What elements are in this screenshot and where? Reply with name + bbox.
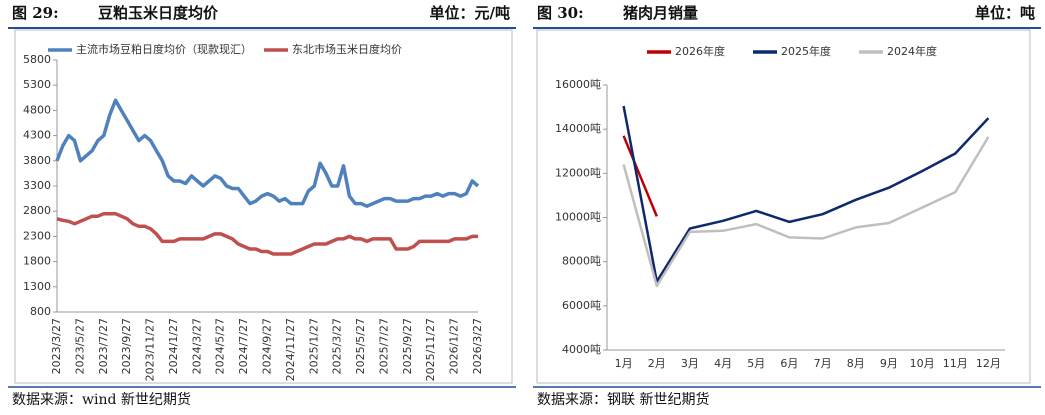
series-line: [622, 136, 990, 288]
source-note: 数据来源：wind 新世纪期货: [12, 391, 191, 408]
figure-label: 图 30:: [537, 4, 584, 22]
y-tick-label: 16000吨: [555, 78, 601, 91]
x-tick-label: 2025/11/27: [424, 318, 437, 381]
source-note: 数据来源：钢联 新世纪期货: [537, 391, 709, 408]
x-tick-label: 6月: [780, 357, 798, 370]
x-tick-label: 2024/11/27: [284, 318, 297, 381]
x-tick-label: 2023/5/27: [73, 318, 86, 374]
x-tick-label: 2024/3/27: [190, 318, 203, 374]
y-tick-label: 5300: [23, 78, 51, 91]
x-tick-label: 2025/9/27: [401, 318, 414, 374]
legend-label: 主流市场豆粕日度均价（现款现汇）: [76, 42, 252, 56]
y-tick-label: 6000吨: [562, 299, 601, 312]
y-tick-label: 1800: [23, 255, 51, 268]
x-tick-label: 10月: [910, 357, 935, 370]
y-tick-label: 800: [30, 305, 51, 318]
x-tick-label: 2023/11/27: [144, 318, 157, 381]
x-tick-label: 11月: [943, 357, 968, 370]
x-tick-label: 2024/5/27: [214, 318, 227, 374]
x-tick-label: 5月: [747, 357, 765, 370]
y-tick-label: 4800: [23, 103, 51, 116]
x-tick-label: 2024/9/27: [261, 318, 274, 374]
y-tick-label: 2800: [23, 204, 51, 217]
x-tick-label: 2024/7/27: [237, 318, 250, 374]
x-tick-label: 2025/1/27: [307, 318, 320, 374]
x-tick-label: 2024/1/27: [167, 318, 180, 374]
x-tick-label: 2025/5/27: [354, 318, 367, 374]
figure-title: 猪肉月销量: [622, 4, 698, 22]
x-tick-label: 1月: [615, 357, 633, 370]
x-tick-label: 2026/1/27: [448, 318, 461, 374]
plot-frame: [14, 29, 513, 384]
x-tick-label: 2023/3/27: [50, 318, 63, 374]
plot-frame: [536, 29, 1031, 384]
y-tick-label: 5800: [23, 53, 51, 66]
x-tick-label: 4月: [714, 357, 732, 370]
y-tick-label: 14000吨: [555, 122, 601, 135]
figure-label: 图 29:: [12, 4, 59, 22]
x-tick-label: 2025/3/27: [331, 318, 344, 374]
x-tick-label: 8月: [847, 357, 865, 370]
x-tick-label: 7月: [814, 357, 832, 370]
unit-label: 单位：元/吨: [430, 4, 510, 22]
legend-label: 2024年度: [887, 44, 937, 58]
x-tick-label: 2026/3/27: [471, 318, 484, 374]
series-line: [56, 211, 478, 256]
y-tick-label: 1300: [23, 280, 51, 293]
legend-label: 东北市场玉米日度均价: [292, 42, 402, 56]
figure-title: 豆粕玉米日度均价: [98, 4, 219, 22]
x-tick-label: 2月: [648, 357, 666, 370]
y-tick-label: 10000吨: [555, 211, 601, 224]
x-tick-label: 2023/7/27: [97, 318, 110, 374]
x-tick-label: 2023/9/27: [120, 318, 133, 374]
y-tick-label: 4000吨: [562, 343, 601, 356]
y-tick-label: 12000吨: [555, 166, 601, 179]
series-line: [622, 105, 990, 283]
x-tick-label: 2025/7/27: [377, 318, 390, 374]
y-tick-label: 3300: [23, 179, 51, 192]
y-tick-label: 8000吨: [562, 255, 601, 268]
series-line: [55, 98, 480, 208]
x-tick-label: 12月: [976, 357, 1001, 370]
legend-label: 2026年度: [675, 44, 725, 58]
series-line: [622, 135, 658, 217]
y-tick-label: 2300: [23, 229, 51, 242]
x-tick-label: 3月: [681, 357, 699, 370]
unit-label: 单位：吨: [975, 4, 1035, 22]
x-tick-label: 9月: [880, 357, 898, 370]
y-tick-label: 4300: [23, 129, 51, 142]
legend-label: 2025年度: [781, 44, 831, 58]
y-tick-label: 3800: [23, 154, 51, 167]
